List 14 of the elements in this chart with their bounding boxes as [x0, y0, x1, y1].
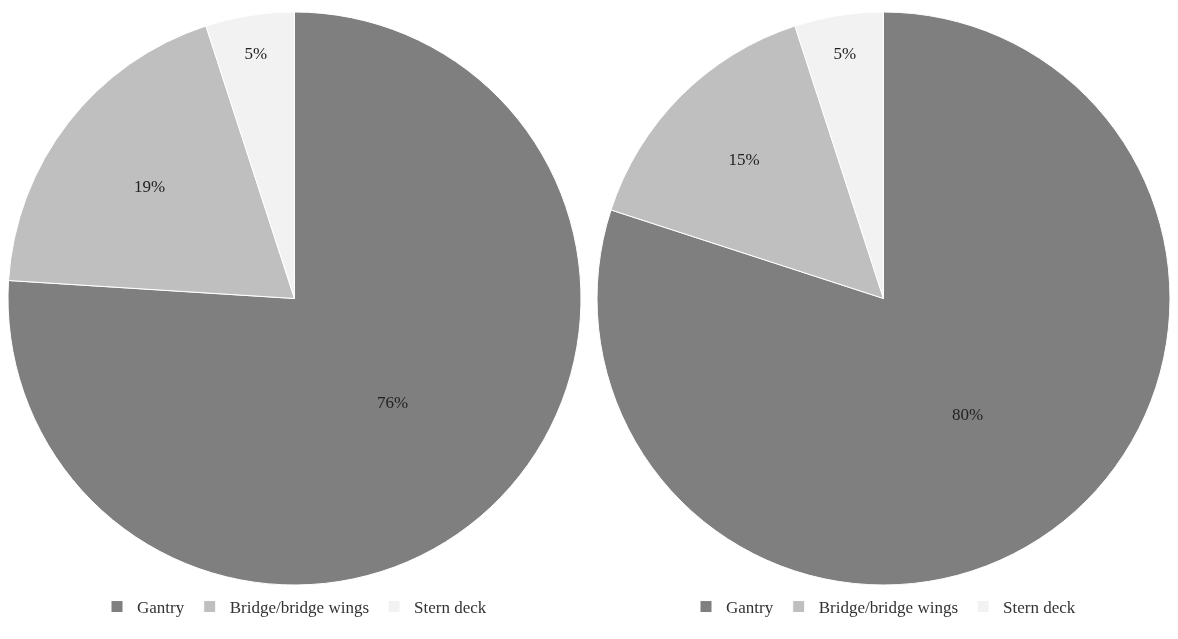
legend-label: Bridge/bridge wings	[818, 598, 958, 618]
pie-slice	[8, 11, 582, 586]
legend-label: Gantry	[137, 598, 185, 618]
data-label: 5%	[244, 44, 268, 64]
data-label: 5%	[833, 44, 857, 64]
data-label: 76%	[376, 393, 409, 413]
legend-label: Stern deck	[414, 598, 487, 618]
legend-label: Bridge/bridge wings	[229, 598, 369, 618]
data-label: 80%	[952, 404, 984, 424]
legend-label: Stern deck	[1003, 598, 1076, 618]
pie-slice	[596, 11, 1171, 586]
data-label: 19%	[133, 176, 166, 196]
legend-label: Gantry	[726, 598, 774, 618]
data-label: 15%	[728, 149, 760, 169]
